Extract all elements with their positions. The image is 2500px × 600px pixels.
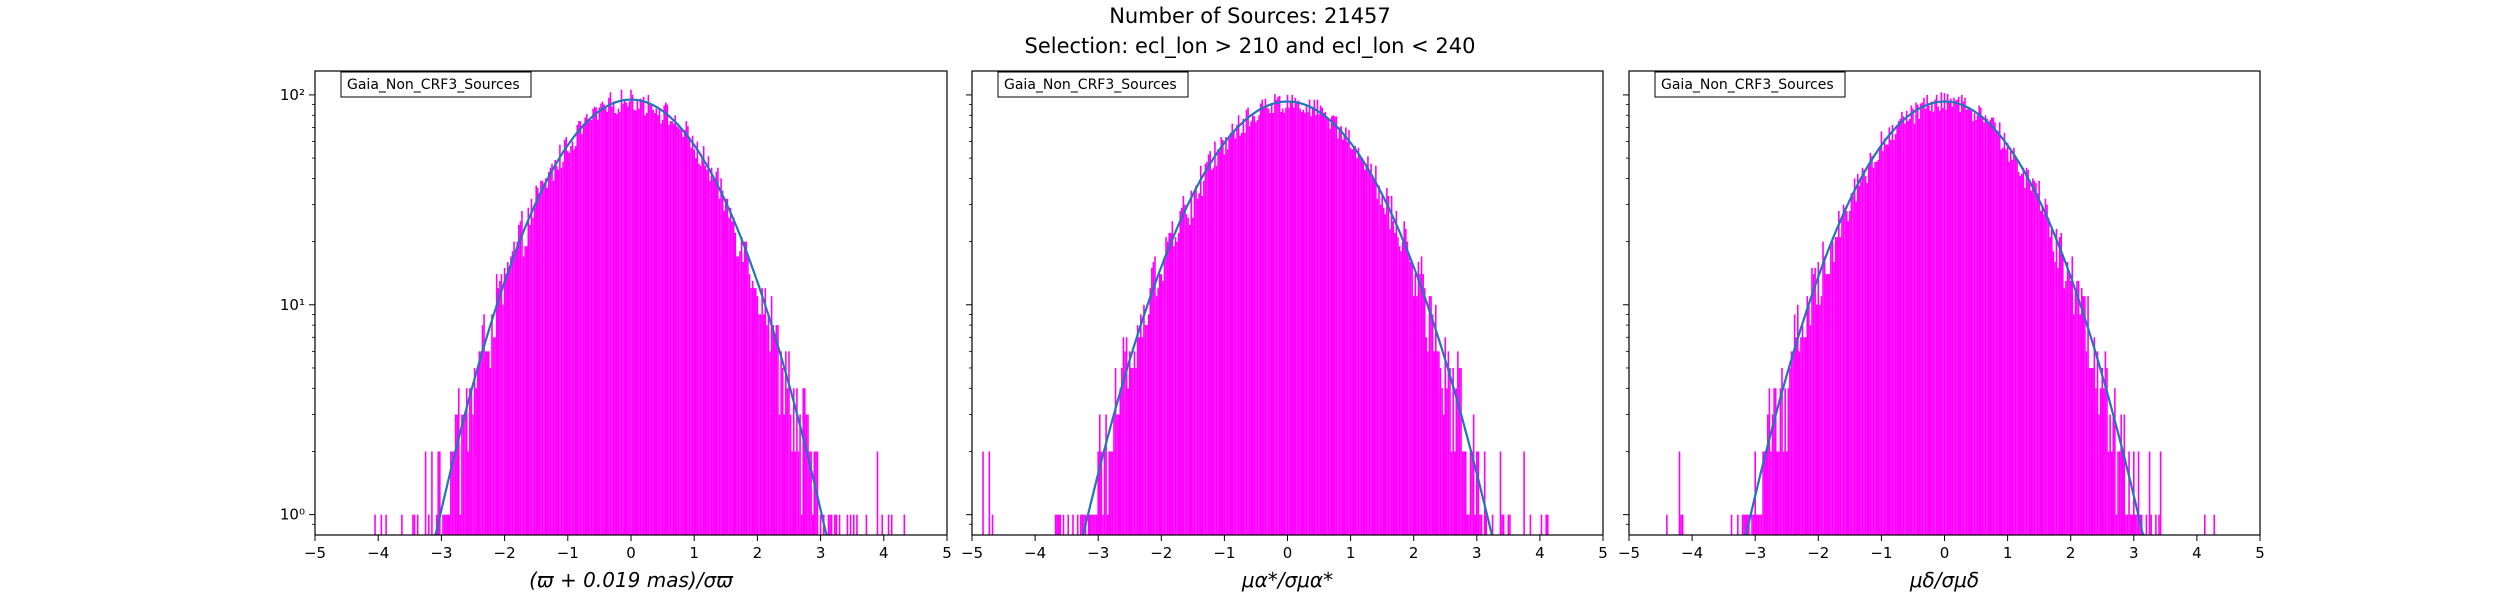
x-tick-label: 3 (816, 544, 826, 562)
x-tick-label: 4 (1535, 544, 1545, 562)
x-tick-label: −3 (1744, 544, 1766, 562)
legend-box (997, 71, 1189, 98)
histogram-series (374, 89, 906, 535)
chart-panel-3: −5 −4 −3 −2 −1 0 1 2 3 4 5 μδ/σμδ Gaia_Non_CRF3_Sour… (1618, 70, 2265, 592)
x-tick-label: 5 (942, 544, 952, 562)
x-axis-label: (ϖ + 0.019 mas)/σϖ (529, 568, 734, 592)
x-tick-label: −3 (1087, 544, 1109, 562)
x-tick-label: 3 (2129, 544, 2139, 562)
y-tick-label: 10² (280, 86, 305, 104)
x-tick-label: 1 (689, 544, 699, 562)
x-tick-label: −5 (961, 544, 983, 562)
legend-label: Gaia_Non_CRF3_Sources (1661, 77, 1834, 93)
x-axis-label: μδ/σμδ (1909, 568, 1979, 592)
x-tick-label: −4 (1681, 544, 1703, 562)
x-tick-label: −1 (557, 544, 579, 562)
x-tick-label: 5 (2255, 544, 2265, 562)
y-tick-label: 10¹ (280, 296, 305, 314)
x-tick-label: −1 (1870, 544, 1892, 562)
gaussian-fit-line (1082, 100, 1493, 535)
x-tick-label: 0 (1940, 544, 1950, 562)
x-axis-label: μα*/σμα* (1241, 568, 1333, 592)
chart-panel-1: −5 −4 −3 −2 −1 0 1 2 3 4 5 10⁰ 10¹ 10² (ϖ + 0.019 mas)… (280, 70, 952, 592)
plot-area (982, 94, 1549, 535)
x-tick-label: 2 (753, 544, 763, 562)
x-tick-label: −2 (1150, 544, 1172, 562)
plot-area (1666, 92, 2216, 535)
x-tick-label: −4 (1024, 544, 1046, 562)
histogram-series (982, 94, 1549, 535)
plot-area (374, 89, 906, 535)
x-tick-label: −5 (1618, 544, 1640, 562)
figure-title-line2: Selection: ecl_lon > 210 and ecl_lon < 2… (1024, 34, 1476, 58)
x-tick-label: −3 (430, 544, 452, 562)
legend-box (340, 71, 532, 98)
x-tick-label: −1 (1213, 544, 1235, 562)
legend-box (1654, 71, 1846, 98)
x-tick-label: 4 (2192, 544, 2202, 562)
x-tick-label: −4 (367, 544, 389, 562)
legend-label: Gaia_Non_CRF3_Sources (347, 77, 520, 93)
x-tick-label: 0 (1283, 544, 1293, 562)
legend-label: Gaia_Non_CRF3_Sources (1004, 77, 1177, 93)
x-tick-label: 5 (1598, 544, 1608, 562)
histogram-series (1666, 92, 2216, 535)
x-tick-label: −2 (494, 544, 516, 562)
gaussian-fit-line (1744, 100, 2145, 535)
figure-title-line1: Number of Sources: 21457 (1109, 4, 1391, 28)
x-tick-label: 1 (1346, 544, 1356, 562)
x-tick-label: 2 (2066, 544, 2076, 562)
x-tick-label: 4 (879, 544, 889, 562)
gaussian-fit-line (434, 98, 828, 535)
x-tick-label: −5 (304, 544, 326, 562)
x-tick-label: 3 (1472, 544, 1482, 562)
x-tick-label: 1 (2003, 544, 2013, 562)
x-tick-label: 0 (626, 544, 636, 562)
chart-panel-2: −5 −4 −3 −2 −1 0 1 2 3 4 5 μα*/σμα* Gaia_Non_CRF3_So… (961, 70, 1608, 592)
x-tick-label: 2 (1409, 544, 1419, 562)
x-tick-label: −2 (1807, 544, 1829, 562)
y-tick-label: 10⁰ (280, 506, 305, 524)
